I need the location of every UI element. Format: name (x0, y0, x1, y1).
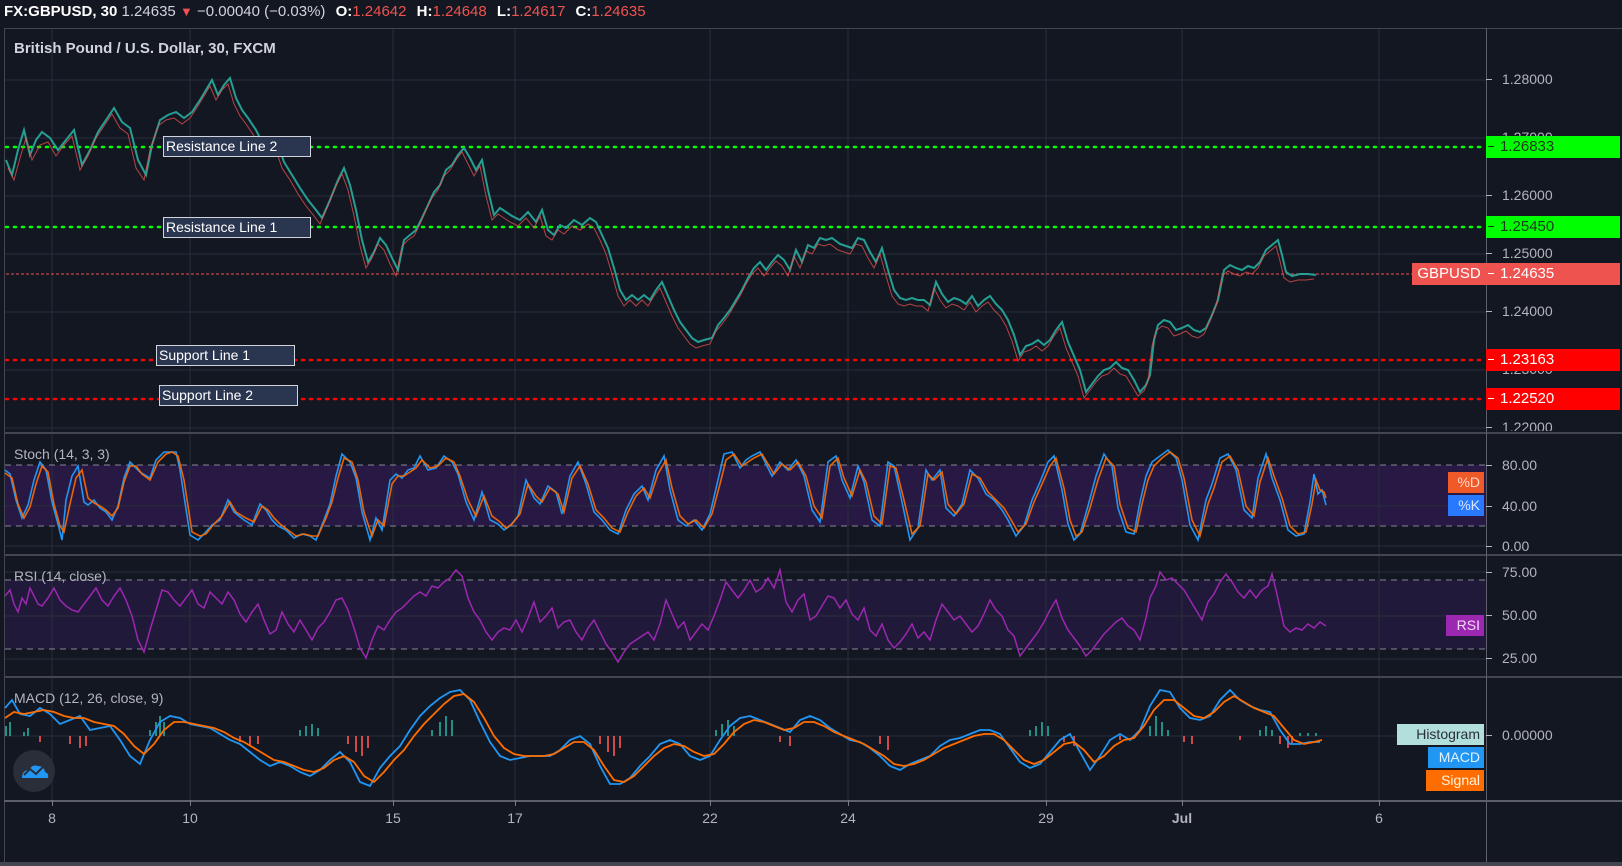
pane-separator[interactable] (4, 554, 1622, 556)
symbol-name: FX:GBPUSD, 30 (4, 3, 118, 20)
time-tick: 10 (182, 810, 198, 826)
signal-legend: Signal (1426, 770, 1484, 791)
time-tick-mark (1379, 800, 1380, 806)
support-line-1-price-tag: 1.23163 (1486, 349, 1620, 371)
low-value: 1.24617 (511, 3, 566, 20)
open-label: O: (335, 3, 353, 20)
support-line-2-price-tag: 1.22520 (1486, 388, 1620, 410)
time-tick-mark (190, 800, 191, 806)
price-tick: 1.24000 (1486, 303, 1553, 319)
down-arrow-icon: ▼ (179, 4, 193, 19)
resistance-line-1-label[interactable]: Resistance Line 1 (163, 217, 311, 238)
time-tick-mark (848, 800, 849, 806)
time-tick: 15 (385, 810, 401, 826)
time-tick: Jul (1171, 810, 1193, 826)
time-tick-mark (393, 800, 394, 806)
stoch-title: Stoch (14, 3, 3) (14, 446, 110, 462)
macd-legend: MACD (1428, 747, 1484, 768)
time-tick: 6 (1375, 810, 1383, 826)
pane-separator[interactable] (4, 432, 1622, 434)
high-label: H: (416, 3, 433, 20)
stoch-d-legend: %D (1448, 472, 1484, 493)
rsi-tick: 50.00 (1486, 607, 1537, 623)
support-line-2-label[interactable]: Support Line 2 (159, 385, 298, 406)
price-tick: 1.25000 (1486, 245, 1553, 261)
time-tick: 17 (507, 810, 523, 826)
time-tick: 29 (1038, 810, 1054, 826)
current-price-tag: 1.24635 (1486, 263, 1620, 285)
time-tick-mark (1046, 800, 1047, 806)
current-symbol-tag: GBPUSD (1412, 263, 1486, 285)
low-label: L: (496, 3, 512, 20)
price-tick: 1.26000 (1486, 187, 1553, 203)
stoch-tick: 40.00 (1486, 498, 1537, 514)
price-tick: 1.28000 (1486, 71, 1553, 87)
cloud-chart-icon (22, 765, 49, 778)
price-axis-border (1486, 28, 1487, 866)
stoch-tick: 80.00 (1486, 457, 1537, 473)
open-value: 1.24642 (352, 3, 407, 20)
resistance-line-2-label[interactable]: Resistance Line 2 (163, 136, 311, 157)
time-tick-mark (515, 800, 516, 806)
time-axis-separator (4, 800, 1622, 802)
histogram-legend: Histogram (1397, 724, 1484, 745)
symbol-header: FX:GBPUSD, 30 1.24635 ▼ −0.00040 (−0.03%… (0, 0, 1622, 27)
time-tick-mark (710, 800, 711, 806)
stoch-tick: 0.00 (1486, 538, 1529, 554)
tradingview-logo[interactable] (13, 750, 55, 792)
price-tick: 1.22000 (1486, 419, 1553, 431)
rsi-title: RSI (14, close) (14, 568, 107, 584)
support-line-1-label[interactable]: Support Line 1 (156, 345, 295, 366)
time-tick: 22 (702, 810, 718, 826)
stoch-k-legend: %K (1448, 495, 1484, 516)
time-tick: 24 (840, 810, 856, 826)
close-value: 1.24635 (591, 3, 646, 20)
rsi-tick: 75.00 (1486, 564, 1537, 580)
time-tick-mark (1182, 800, 1183, 806)
macd-tick: 0.00000 (1486, 727, 1553, 743)
chart-frame (4, 28, 1622, 866)
bottom-border (0, 862, 1622, 866)
high-value: 1.24648 (432, 3, 487, 20)
rsi-legend: RSI (1446, 615, 1484, 636)
macd-title: MACD (12, 26, close, 9) (14, 690, 164, 706)
price-change: −0.00040 (−0.03%) (196, 3, 326, 20)
resistance-line-1-price-tag: 1.25450 (1486, 216, 1620, 238)
time-tick: 8 (48, 810, 56, 826)
pane-separator[interactable] (4, 676, 1622, 678)
close-label: C: (575, 3, 592, 20)
resistance-line-2-price-tag: 1.26833 (1486, 136, 1620, 158)
last-price: 1.24635 (121, 3, 176, 20)
rsi-tick: 25.00 (1486, 650, 1537, 666)
main-pane-title: British Pound / U.S. Dollar, 30, FXCM (14, 40, 276, 57)
time-tick-mark (52, 800, 53, 806)
